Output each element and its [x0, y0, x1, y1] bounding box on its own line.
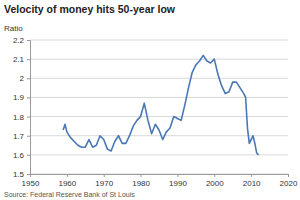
x-tick: 1980 [132, 174, 150, 188]
x-tick: 2020 [280, 174, 298, 188]
x-tick: 1970 [95, 174, 113, 188]
y-tick: 1.7 [13, 132, 30, 141]
x-tick-mark [30, 174, 31, 177]
x-tick-label: 1960 [58, 179, 76, 188]
chart: Velocity of money hits 50-year low Ratio 1… [0, 0, 300, 200]
x-tick-label: 2020 [280, 179, 298, 188]
plot: 1.51.61.71.81.922.12.2195019601970198019… [13, 36, 298, 188]
y-tick-mark [27, 78, 30, 79]
x-tick-mark [67, 174, 68, 177]
y-tick: 2.1 [13, 55, 30, 64]
x-tick-mark [177, 174, 178, 177]
y-tick-label: 1.9 [13, 93, 25, 102]
line [63, 55, 258, 155]
x-tick-label: 1990 [169, 179, 187, 188]
y-tick-mark [27, 59, 30, 60]
x-tick-mark [251, 174, 252, 177]
y-tick-mark [27, 117, 30, 118]
x-tick-label: 1970 [95, 179, 113, 188]
y-tick-label: 2.1 [13, 55, 25, 64]
x-axis-line [31, 175, 289, 178]
x-tick-mark [214, 174, 215, 177]
title: Velocity of money hits 50-year low [4, 3, 176, 15]
source: Source: Federal Reserve Bank of St Louis [4, 191, 135, 198]
series [63, 55, 258, 155]
y-tick-mark [27, 136, 30, 137]
grid-line [30, 59, 288, 60]
y-tick: 2.2 [13, 36, 30, 45]
x-tick: 1960 [58, 174, 76, 188]
y-tick-label: 1.8 [13, 113, 25, 122]
x-tick-label: 2000 [206, 179, 224, 188]
x-tick-label: 1950 [22, 179, 40, 188]
y-tick-mark [27, 97, 30, 98]
y-tick-label: 2 [20, 74, 25, 83]
y-tick-label: 2.2 [13, 36, 25, 45]
x-tick-mark [288, 174, 289, 177]
y-tick-mark [27, 174, 30, 175]
x-tick-mark [141, 174, 142, 177]
x-tick-label: 2010 [243, 179, 261, 188]
x-tick: 1990 [169, 174, 187, 188]
grid [30, 40, 288, 174]
y-tick: 1.9 [13, 93, 30, 102]
y-tick-mark [27, 155, 30, 156]
y-axis-title: Ratio [4, 24, 23, 33]
grid-line [30, 154, 288, 155]
y-tick: 2 [20, 74, 30, 83]
x-tick: 2010 [243, 174, 261, 188]
y-tick-label: 1.6 [13, 151, 25, 160]
x-tick: 2000 [206, 174, 224, 188]
y-tick: 1.6 [13, 151, 30, 160]
grid-line [30, 40, 288, 41]
x-axis: 1950 1960 1970 1980 1990 2000 2010 2020 [22, 174, 298, 188]
y-tick-label: 1.7 [13, 132, 25, 141]
x-tick-label: 1980 [132, 179, 150, 188]
grid-line [30, 97, 288, 98]
y-axis-line [27, 41, 31, 175]
grid-line [30, 78, 288, 79]
x-tick: 1950 [22, 174, 40, 188]
y-tick: 1.8 [13, 113, 30, 122]
y-tick-mark [27, 40, 30, 41]
grid-line [30, 116, 288, 117]
y-axis: 1.51.61.71.81.922.12.2 [13, 36, 31, 179]
x-tick-mark [104, 174, 105, 177]
